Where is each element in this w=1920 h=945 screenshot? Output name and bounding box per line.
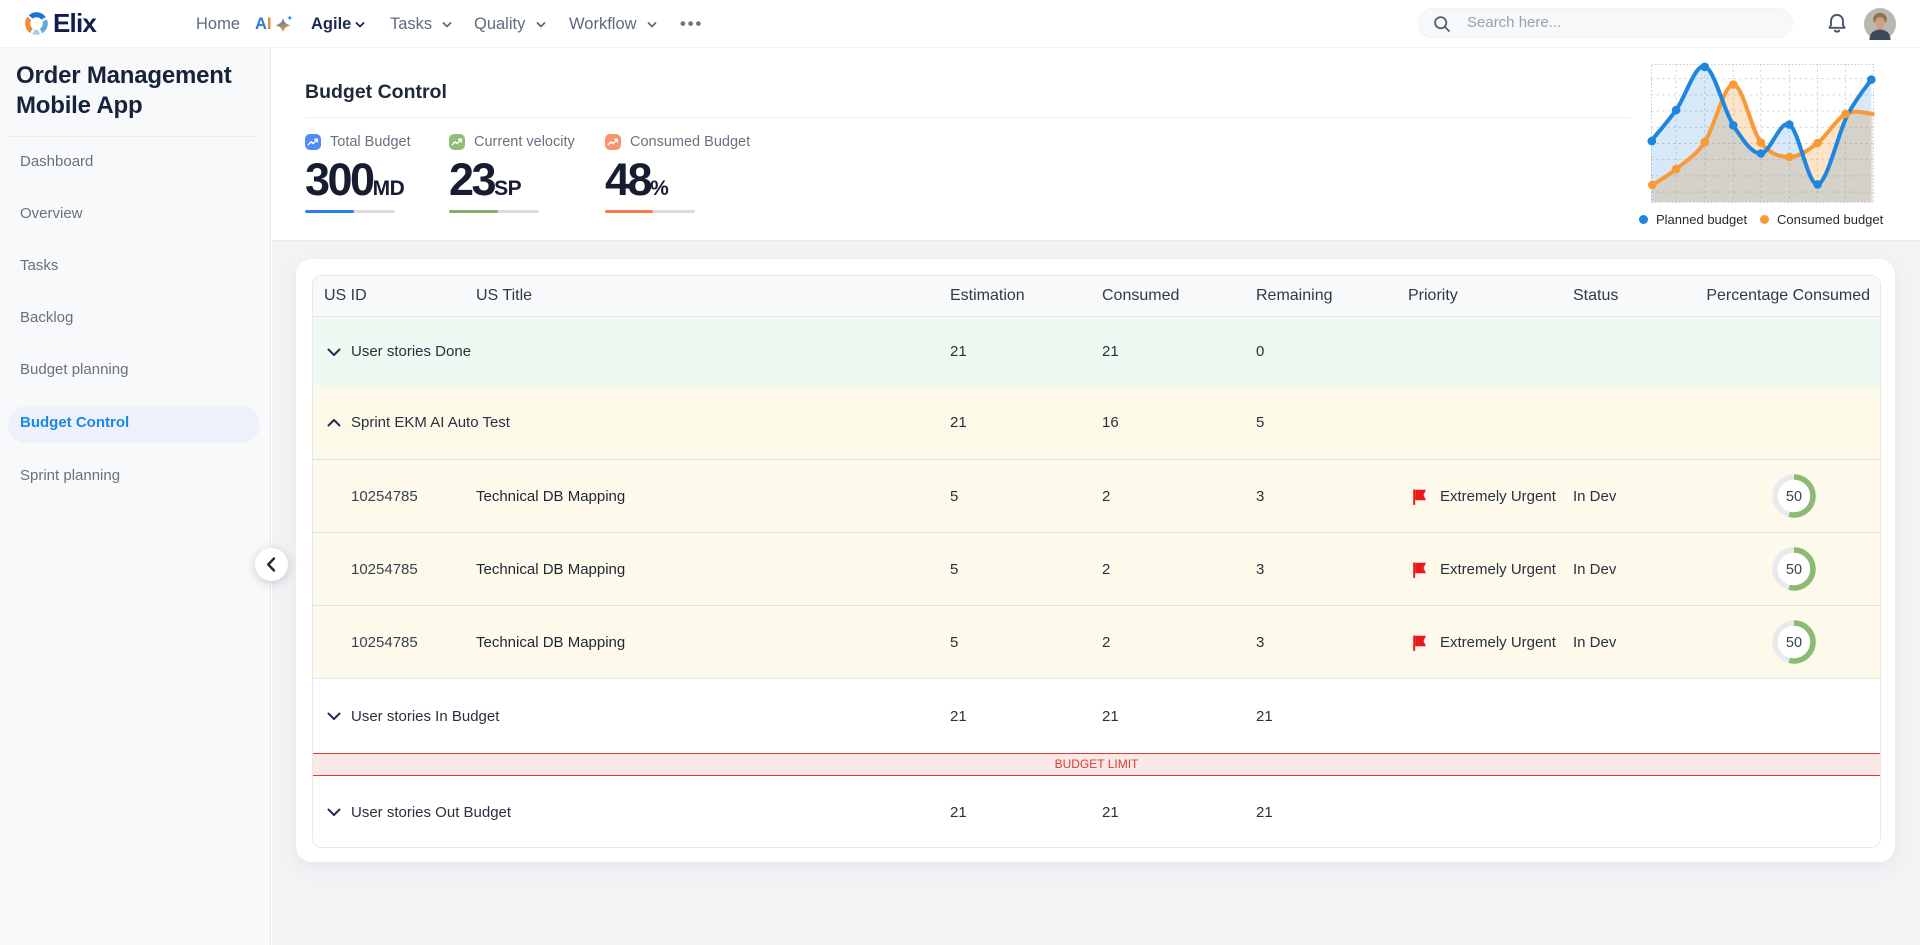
svg-text:50: 50 (1786, 562, 1802, 578)
svg-text:50: 50 (1786, 489, 1802, 505)
svg-text:50: 50 (1786, 635, 1802, 651)
